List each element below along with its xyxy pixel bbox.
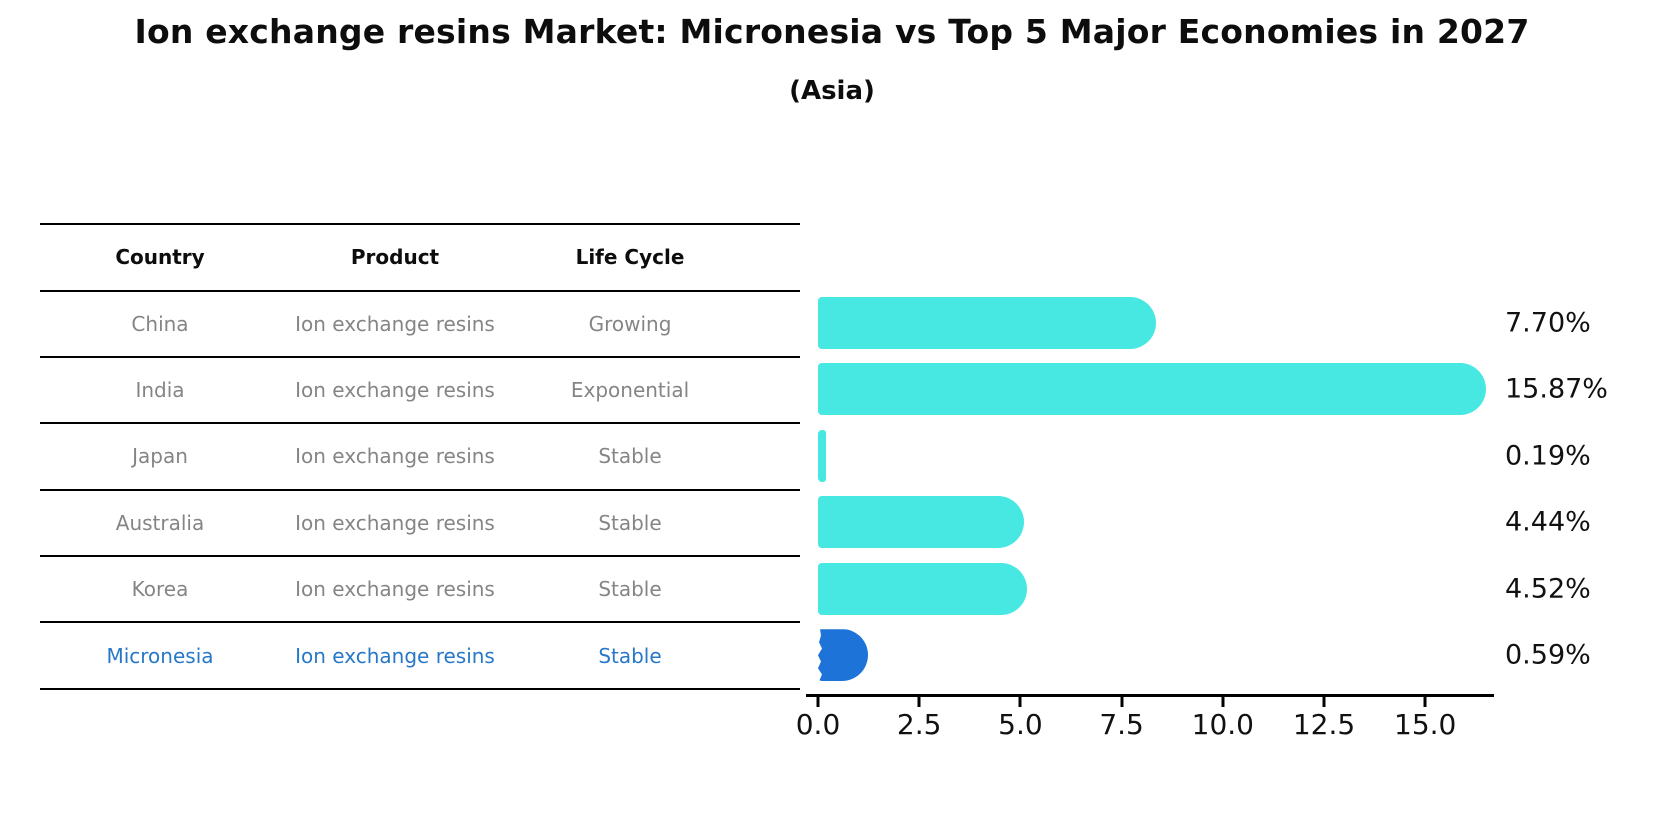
cell-country: India	[135, 378, 185, 403]
x-tick-mark	[1221, 696, 1225, 707]
x-tick-mark	[917, 696, 921, 707]
x-tick-label: 2.5	[896, 708, 942, 741]
bar-korea	[818, 562, 1027, 615]
x-tick-mark	[1120, 696, 1124, 707]
bar-china	[818, 296, 1156, 349]
column-header-product: Product	[350, 245, 440, 270]
table-header-row: Country Product Life Cycle	[40, 225, 800, 292]
x-tick-label: 15.0	[1394, 708, 1457, 741]
table-row-micronesia: Micronesia Ion exchange resins Stable	[40, 623, 800, 690]
value-label-india: 15.87%	[1505, 373, 1608, 405]
cell-product: Ion exchange resins	[295, 378, 495, 403]
cell-product: Ion exchange resins	[295, 444, 495, 469]
cell-country: Micronesia	[106, 643, 214, 668]
x-tick-mark	[816, 696, 820, 707]
chart-title: Ion exchange resins Market: Micronesia v…	[134, 12, 1530, 51]
value-label-japan: 0.19%	[1505, 440, 1591, 472]
bar-india	[818, 363, 1486, 416]
cell-product: Ion exchange resins	[295, 643, 495, 668]
table-row-india: India Ion exchange resins Exponential	[40, 358, 800, 425]
cell-product: Ion exchange resins	[295, 510, 495, 535]
x-tick-label: 5.0	[998, 708, 1043, 741]
x-tick-mark	[1018, 696, 1022, 707]
cell-life-cycle: Growing	[588, 311, 672, 336]
value-label-australia: 4.44%	[1505, 506, 1591, 538]
bar-japan	[818, 429, 826, 482]
cell-life-cycle: Stable	[598, 510, 662, 535]
cell-life-cycle: Stable	[598, 577, 662, 602]
table-row-china: China Ion exchange resins Growing	[40, 292, 800, 358]
table-row-japan: Japan Ion exchange resins Stable	[40, 424, 800, 491]
column-header-life-cycle: Life Cycle	[575, 245, 685, 270]
cell-country: Australia	[115, 510, 205, 535]
chart-subtitle: (Asia)	[789, 76, 875, 106]
x-tick-label: 0.0	[795, 708, 841, 741]
cell-life-cycle: Stable	[598, 444, 662, 469]
x-tick-mark	[1423, 696, 1427, 707]
value-label-china: 7.70%	[1505, 307, 1591, 339]
x-tick-label: 7.5	[1099, 708, 1144, 741]
cell-product: Ion exchange resins	[295, 577, 495, 602]
cell-life-cycle: Stable	[598, 643, 662, 668]
x-tick-mark	[1322, 696, 1326, 707]
bar-australia	[818, 496, 1024, 549]
table-row-korea: Korea Ion exchange resins Stable	[40, 557, 800, 624]
cell-country: China	[131, 311, 189, 336]
cell-country: Japan	[132, 444, 188, 469]
x-tick-label: 12.5	[1292, 708, 1356, 741]
cell-product: Ion exchange resins	[295, 311, 495, 336]
table-row-australia: Australia Ion exchange resins Stable	[40, 491, 800, 558]
value-label-korea: 4.52%	[1505, 573, 1591, 605]
cell-life-cycle: Exponential	[570, 378, 690, 403]
x-axis-line	[806, 694, 1494, 697]
cell-country: Korea	[131, 577, 189, 602]
bar-micronesia	[818, 629, 868, 682]
country-table: Country Product Life Cycle China Ion exc…	[40, 223, 800, 690]
x-tick-label: 10.0	[1191, 708, 1254, 741]
value-label-micronesia: 0.59%	[1505, 639, 1591, 671]
column-header-country: Country	[115, 245, 205, 270]
